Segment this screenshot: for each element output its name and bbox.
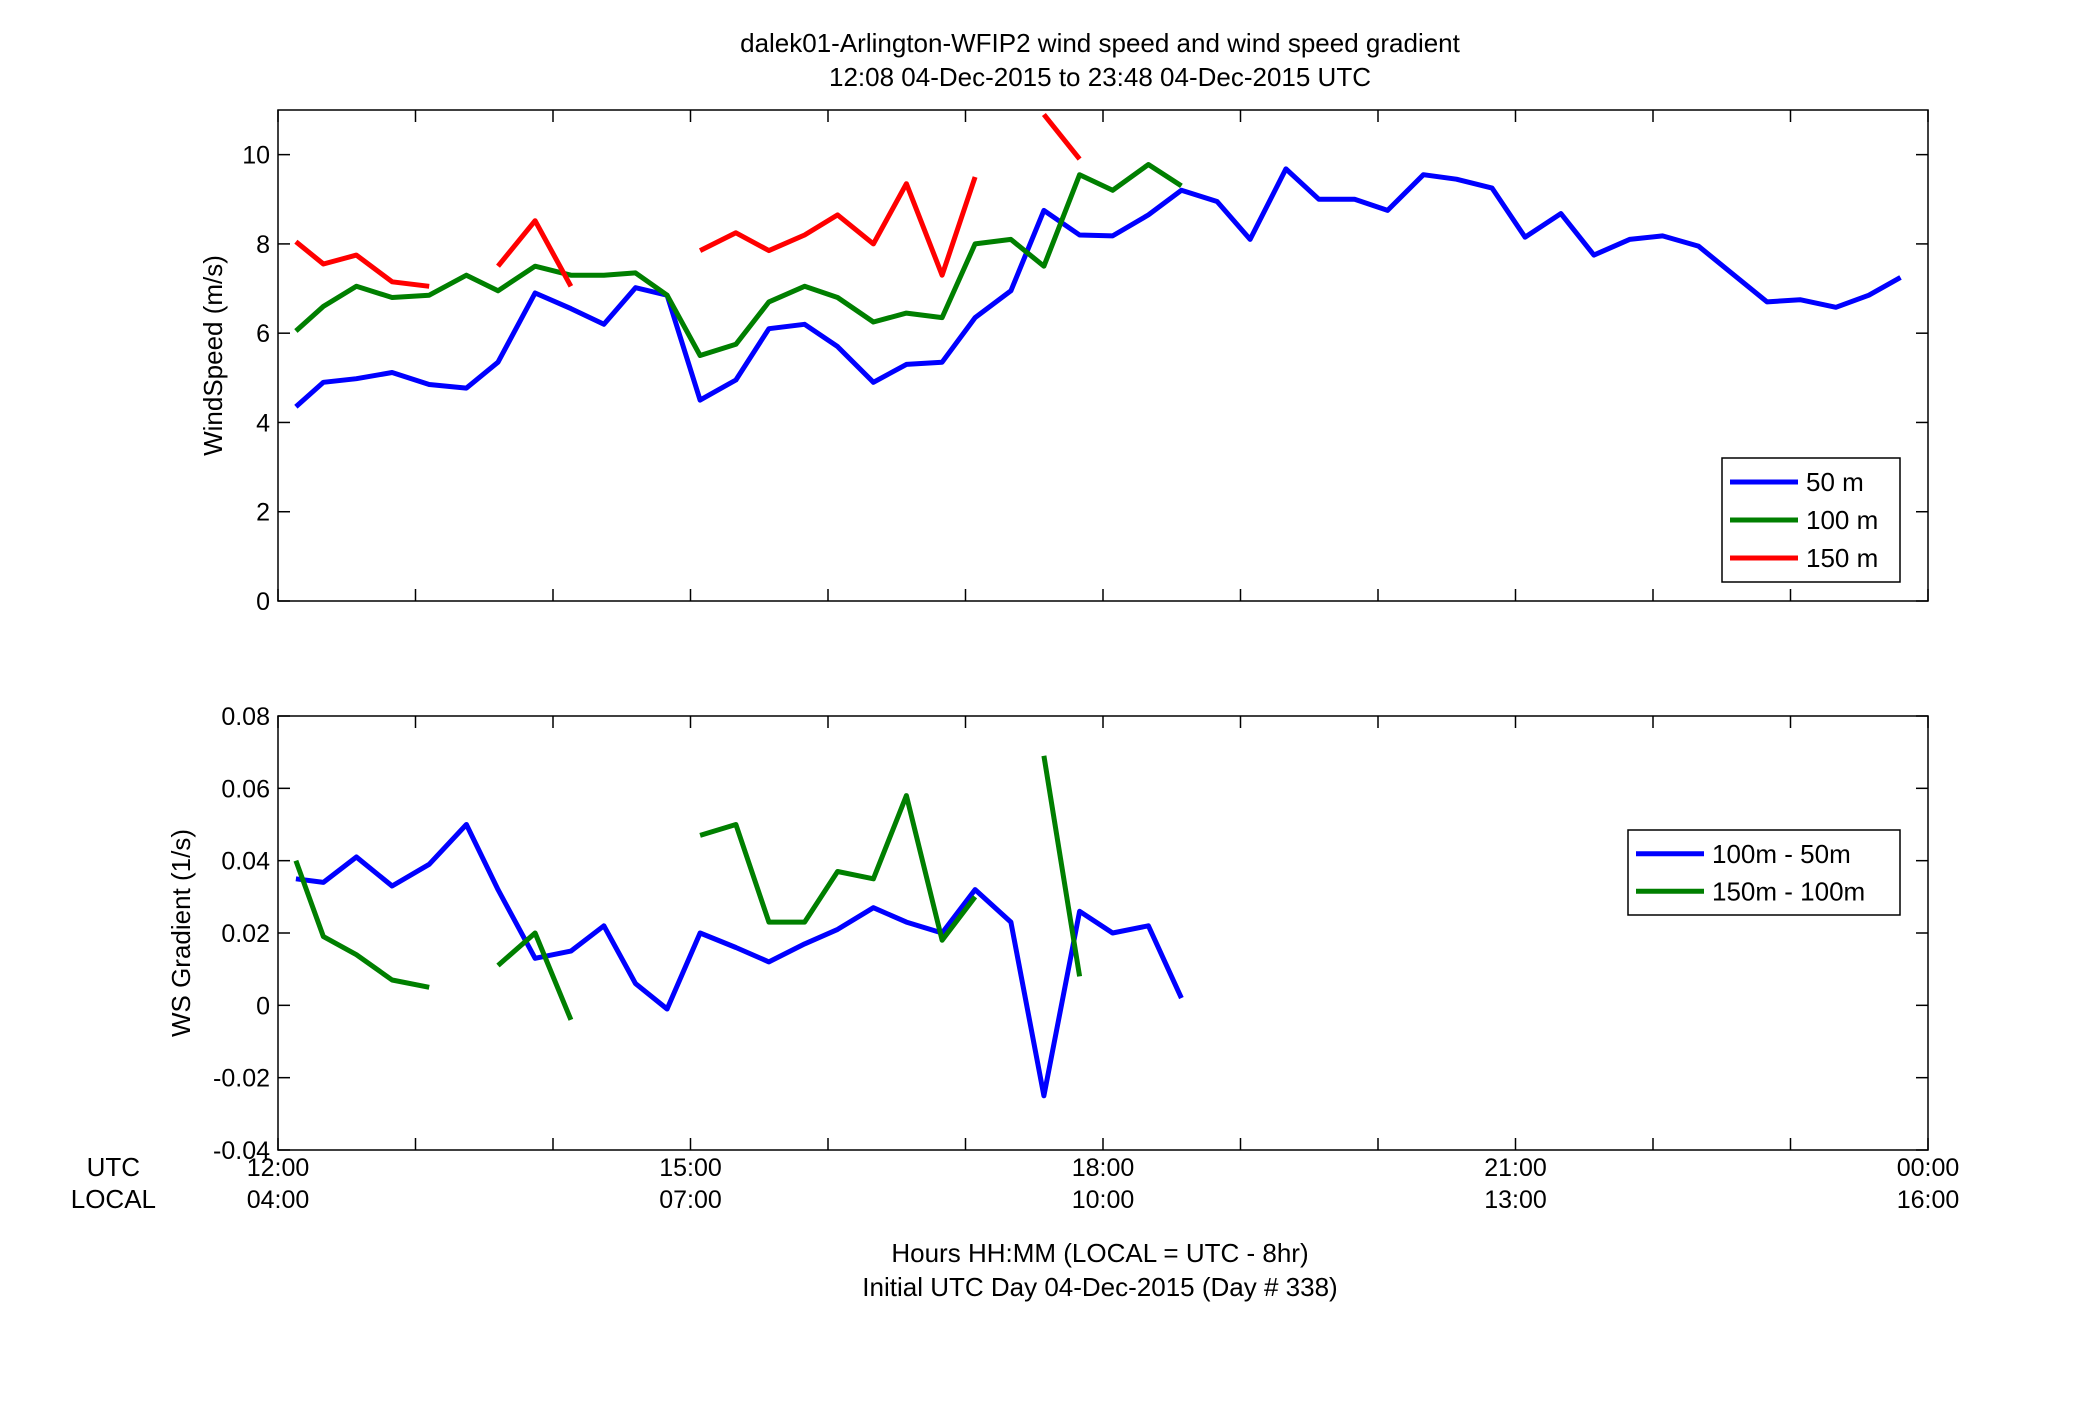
chart-title-line1: dalek01-Arlington-WFIP2 wind speed and w…	[740, 28, 1461, 58]
x-tick-label-utc: 12:00	[247, 1154, 310, 1182]
x-tick-label-utc: 18:00	[1072, 1154, 1135, 1182]
legend: 50 m 100 m 150 m	[1721, 457, 1901, 583]
legend-entry: 100m - 50m	[1712, 839, 1851, 869]
legend-entry: 50 m	[1806, 467, 1864, 497]
x-tick-label-local: 10:00	[1072, 1186, 1135, 1214]
x-tick-label-utc: 21:00	[1484, 1154, 1547, 1182]
x-tick-label-utc: 15:00	[659, 1154, 722, 1182]
y-axis-label: WindSpeed (m/s)	[198, 255, 228, 456]
y-tick-label: 8	[256, 231, 270, 259]
plot-area	[277, 715, 1929, 1151]
y-tick-label: 0.02	[221, 920, 270, 948]
series-line-50-m	[294, 166, 1902, 409]
plot-area	[277, 109, 1929, 602]
x-tick-label-local: 07:00	[659, 1186, 722, 1214]
y-tick-label: -0.04	[213, 1137, 270, 1165]
windspeed-panel: 0 2 4 6 8 10 WindSpeed (m/s) 50 m 100 m 150 m	[198, 109, 1929, 616]
x-tick-label-local: 04:00	[247, 1186, 310, 1214]
series-line-150m-100m	[1041, 755, 1083, 977]
y-tick-label: -0.02	[213, 1065, 270, 1093]
series-line-150-m	[698, 176, 978, 278]
legend-entry: 150m - 100m	[1712, 876, 1865, 906]
y-tick-label: 0.04	[221, 848, 270, 876]
series-line-150-m	[496, 218, 574, 288]
y-axis-label: WS Gradient (1/s)	[166, 829, 196, 1037]
series-line-100-m	[294, 162, 1183, 358]
x-axis-label-line1: Hours HH:MM (LOCAL = UTC - 8hr)	[891, 1238, 1308, 1268]
y-tick-label: 0	[256, 992, 270, 1020]
series-line-150m-100m	[699, 793, 978, 943]
x-axis-label-line2: Initial UTC Day 04-Dec-2015 (Day # 338)	[862, 1272, 1337, 1302]
legend-entry: 150 m	[1806, 543, 1878, 573]
series-line-150m-100m	[496, 930, 574, 1021]
y-tick-label: 2	[256, 499, 270, 527]
x-tick-label-local: 16:00	[1897, 1186, 1960, 1214]
gradient-panel: 12:00 04:00 15:00 07:00 18:00 10:00 21:00 13:00…	[166, 703, 1959, 1214]
series-line-150m-100m	[293, 859, 430, 990]
y-tick-label: 4	[256, 409, 270, 437]
y-tick-label: 0	[256, 588, 270, 616]
x-tick-label-local: 13:00	[1484, 1186, 1547, 1214]
series-line-150-m	[294, 239, 430, 289]
x-row-label-local: LOCAL	[71, 1184, 156, 1214]
y-tick-label: 0.06	[221, 775, 270, 803]
series-line-150-m	[1041, 112, 1082, 161]
series-line-100m-50m	[295, 822, 1184, 1099]
y-tick-label: 0.08	[221, 703, 270, 731]
legend: 100m - 50m 150m - 100m	[1627, 829, 1901, 916]
x-row-label-utc: UTC	[87, 1152, 140, 1182]
legend-entry: 100 m	[1806, 505, 1878, 535]
legend-box	[1627, 829, 1901, 916]
y-tick-label: 6	[256, 320, 270, 348]
y-tick-label: 10	[242, 142, 270, 170]
chart-title-line2: 12:08 04-Dec-2015 to 23:48 04-Dec-2015 U…	[829, 62, 1371, 92]
x-tick-label-utc: 00:00	[1897, 1154, 1960, 1182]
